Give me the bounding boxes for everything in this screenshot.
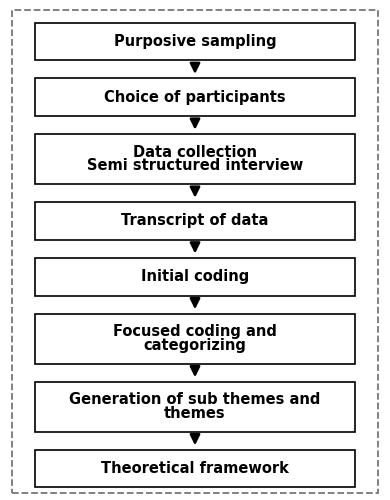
Text: Generation of sub themes and: Generation of sub themes and [69, 392, 321, 407]
FancyBboxPatch shape [35, 382, 355, 432]
Text: Initial coding: Initial coding [141, 269, 249, 284]
FancyBboxPatch shape [35, 450, 355, 488]
FancyBboxPatch shape [35, 314, 355, 364]
FancyBboxPatch shape [35, 258, 355, 296]
Text: Theoretical framework: Theoretical framework [101, 461, 289, 476]
Text: themes: themes [164, 406, 226, 421]
FancyBboxPatch shape [35, 202, 355, 240]
FancyBboxPatch shape [12, 10, 378, 492]
Text: Data collection: Data collection [133, 145, 257, 160]
FancyBboxPatch shape [35, 78, 355, 116]
FancyBboxPatch shape [35, 134, 355, 184]
Text: Choice of participants: Choice of participants [104, 90, 286, 104]
Text: categorizing: categorizing [144, 338, 246, 353]
Text: Focused coding and: Focused coding and [113, 324, 277, 340]
Text: Transcript of data: Transcript of data [121, 214, 269, 228]
Text: Purposive sampling: Purposive sampling [114, 34, 276, 49]
FancyBboxPatch shape [35, 22, 355, 60]
Text: Semi structured interview: Semi structured interview [87, 158, 303, 174]
